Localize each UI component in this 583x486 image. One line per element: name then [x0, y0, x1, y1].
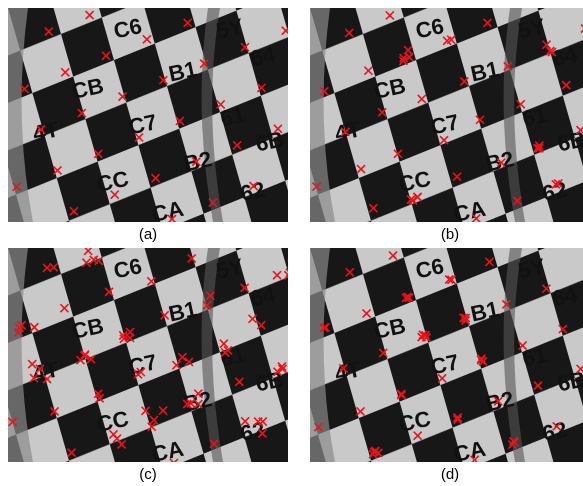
tile-label: 62 — [540, 417, 569, 447]
panel-caption: (b) — [441, 226, 459, 243]
tile-label: CA — [150, 436, 186, 467]
panel-caption: (c) — [139, 466, 157, 483]
tile-label: CA — [452, 196, 488, 227]
panel-caption: (d) — [441, 466, 459, 483]
image-panel: C6B1CBC7B2CCCA5Y64616B624T — [310, 248, 583, 467]
tile-label: 61 — [520, 342, 549, 372]
tile-label: CA — [452, 436, 488, 467]
corner-marker — [288, 260, 296, 268]
tile-label: CA — [150, 196, 186, 227]
tile-label: 61 — [520, 102, 549, 132]
tile-label: 62 — [238, 177, 267, 207]
figure: C6B1CBC7B2CCCA5Y64616B624T(a)C6B1CBC7B2C… — [0, 0, 583, 486]
panel-caption: (a) — [139, 226, 157, 243]
